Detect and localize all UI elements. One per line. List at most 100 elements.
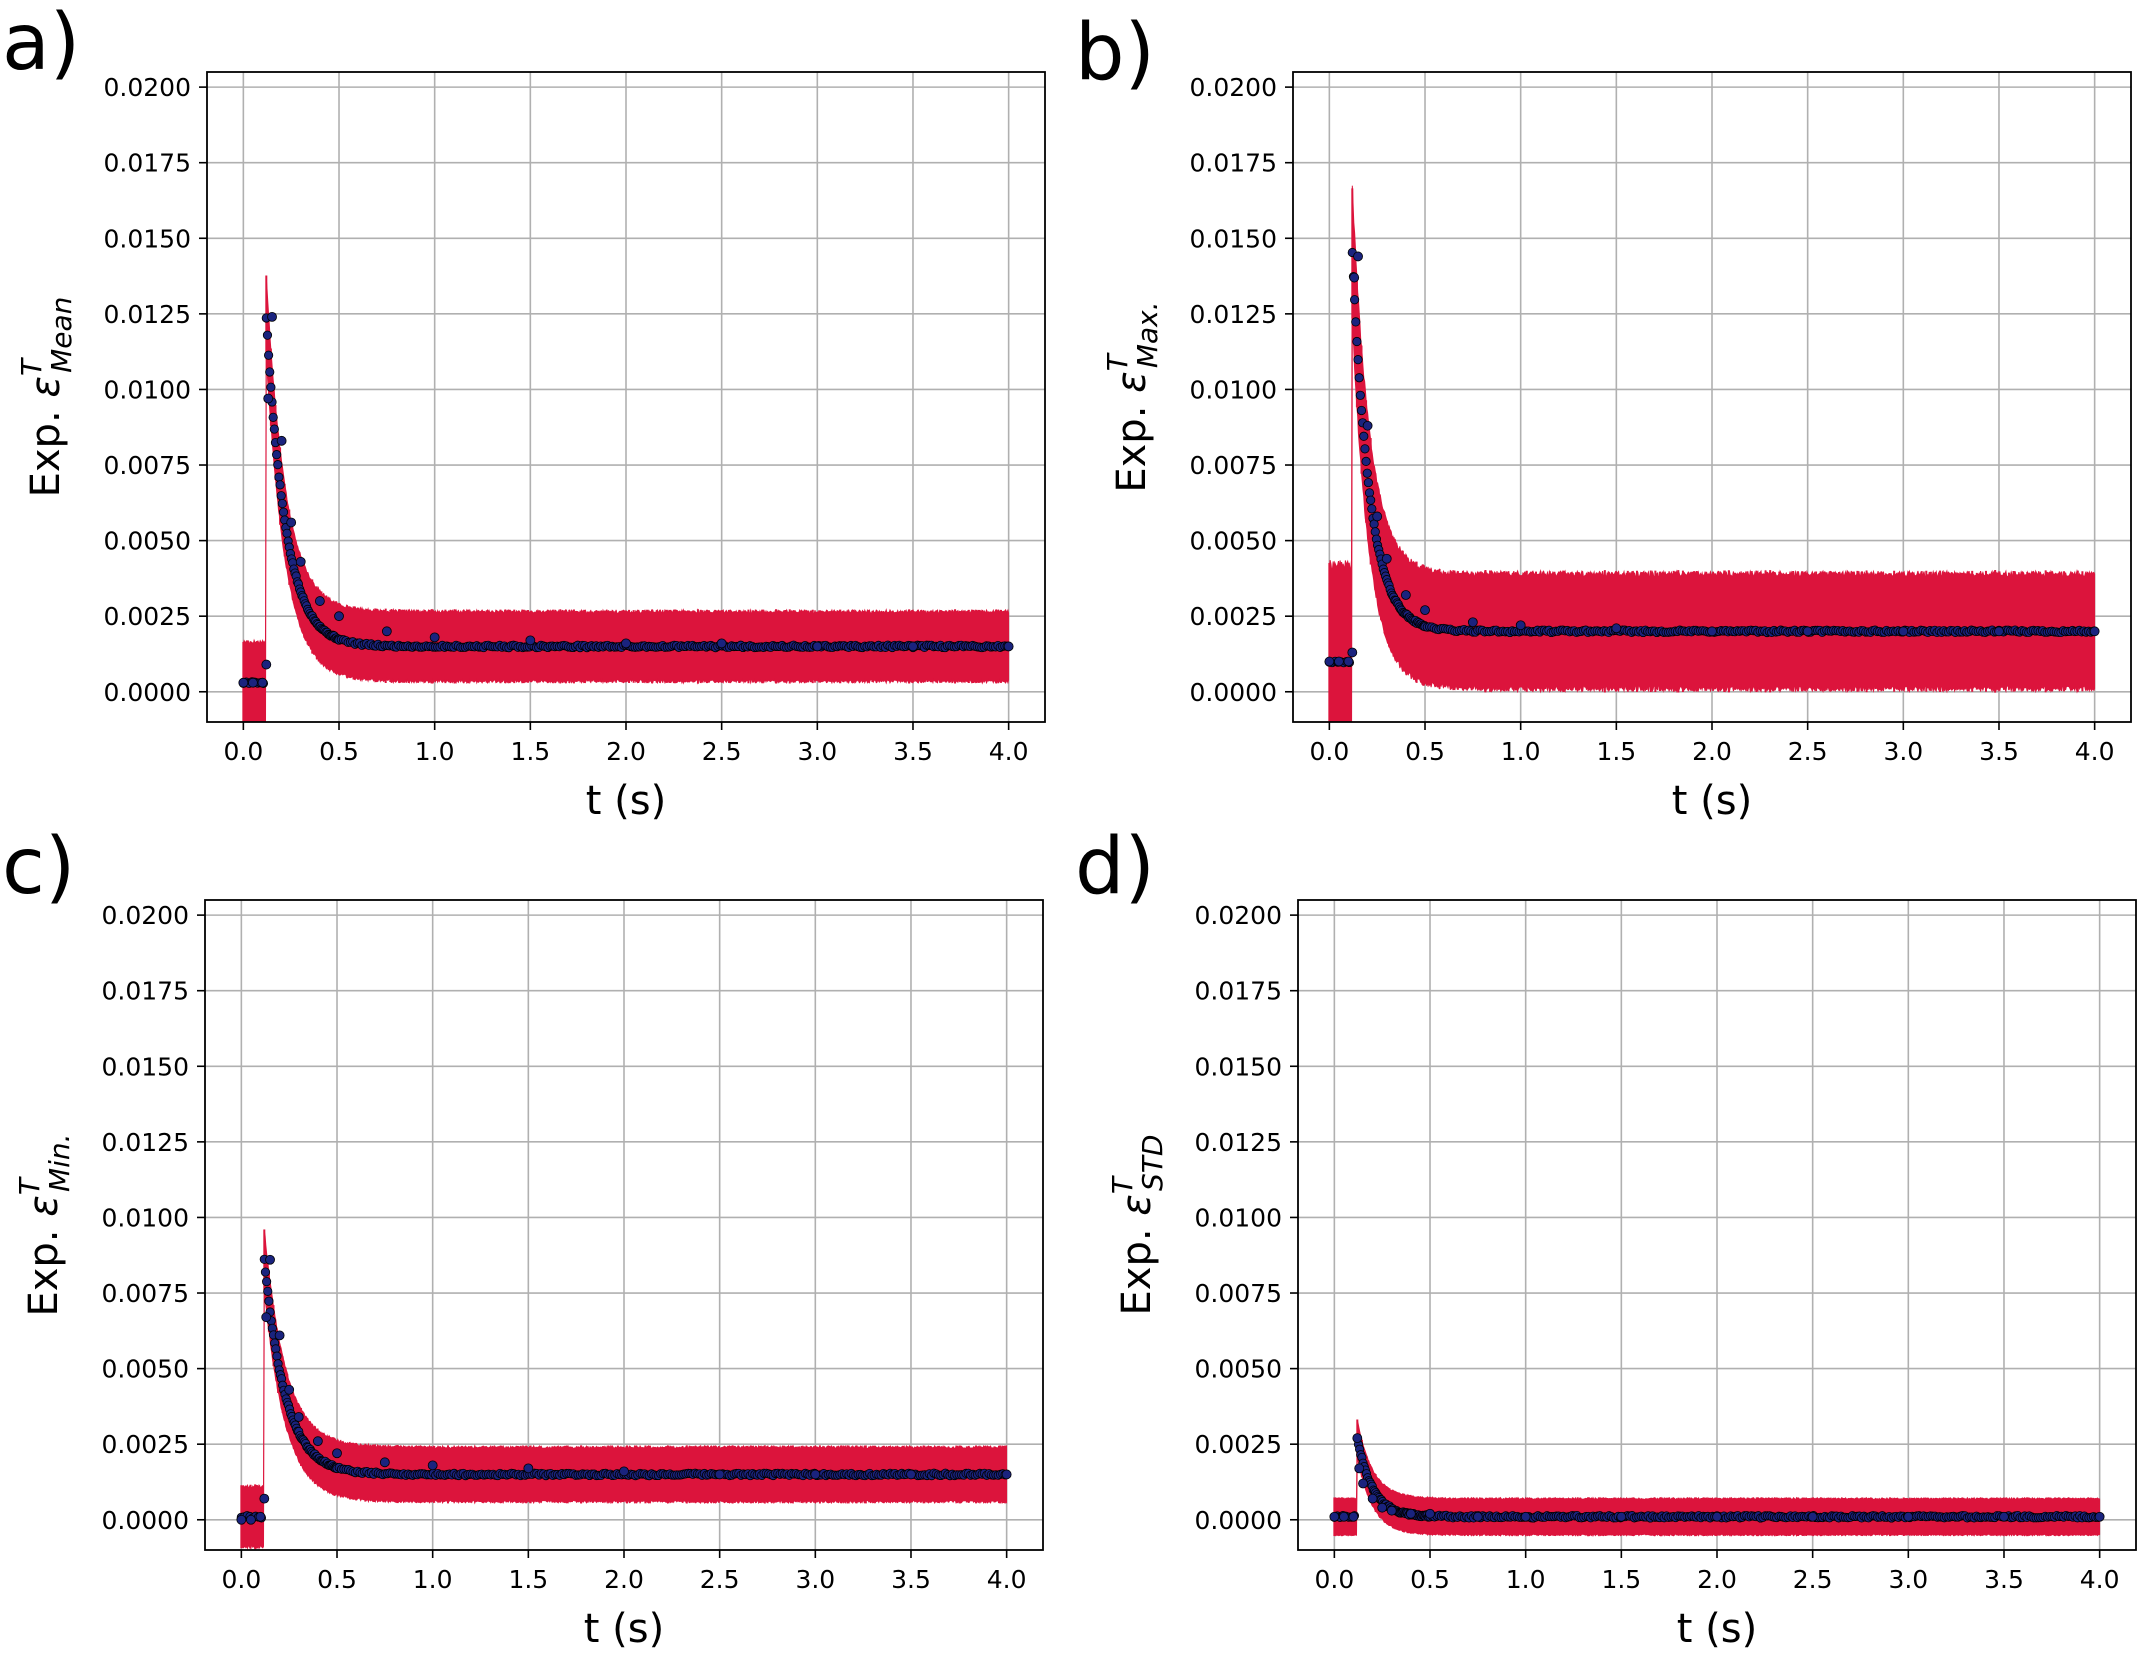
- x-tick-label: 3.0: [1883, 737, 1923, 766]
- y-tick-label: 0.0125: [104, 300, 191, 329]
- y-axis-title-superscript: T: [1101, 352, 1134, 371]
- y-axis-title-superscript: T: [1106, 1175, 1139, 1194]
- series-point: [1994, 626, 2004, 637]
- series-point: [1898, 626, 1909, 637]
- series-point: [265, 1254, 275, 1265]
- data-point: [266, 382, 276, 392]
- data-point: [265, 367, 275, 377]
- series-point: [1802, 626, 1813, 637]
- x-tick-label: 1.5: [1601, 1565, 1641, 1594]
- y-axis-title: Exp. εTMax.: [1101, 301, 1164, 492]
- y-tick-label: 0.0050: [1195, 1355, 1282, 1384]
- x-tick-label: 1.5: [508, 1565, 548, 1594]
- data-point: [1366, 495, 1376, 505]
- x-tick-label: 2.5: [1788, 737, 1828, 766]
- x-tick-label: 2.5: [700, 1565, 740, 1594]
- panel-label-d: d): [1075, 822, 1155, 912]
- series-point: [1353, 251, 1363, 262]
- series-point: [1352, 1433, 1363, 1444]
- series-point: [1334, 656, 1344, 667]
- series-point: [1354, 1463, 1365, 1474]
- y-tick-label: 0.0075: [102, 1279, 189, 1308]
- series-point: [1707, 626, 1717, 637]
- data-point: [1354, 373, 1364, 383]
- data-point: [1356, 405, 1367, 416]
- data-markers: [238, 311, 1014, 688]
- series-point: [621, 638, 631, 649]
- series-point: [236, 1514, 247, 1525]
- series-point: [1339, 1511, 1349, 1522]
- y-tick-label: 0.0125: [102, 1128, 189, 1157]
- series-point: [906, 1469, 916, 1480]
- series-point: [1712, 1511, 1722, 1522]
- y-tick-label: 0.0150: [104, 224, 191, 253]
- y-axis-title-superscript: T: [15, 357, 48, 376]
- series-point: [332, 1448, 342, 1459]
- x-tick-label: 0.0: [1309, 737, 1349, 766]
- y-tick-label: 0.0100: [1190, 375, 1277, 404]
- data-point: [274, 472, 284, 482]
- x-tick-label: 2.0: [1692, 737, 1732, 766]
- y-tick-label: 0.0150: [1190, 224, 1277, 253]
- y-axis-title-symbol: ε: [1114, 1194, 1160, 1216]
- series-point: [1343, 656, 1354, 667]
- x-tick-label: 0.5: [1405, 737, 1445, 766]
- x-tick-label: 2.5: [1793, 1565, 1833, 1594]
- series-point: [1377, 1502, 1388, 1513]
- series-point: [1324, 656, 1335, 667]
- data-point: [269, 424, 279, 434]
- data-markers: [1324, 247, 2100, 668]
- series-point: [1400, 590, 1411, 600]
- series-point: [1467, 617, 1478, 628]
- series-point: [257, 677, 268, 688]
- series-point: [314, 596, 325, 606]
- chart-c: 0.0 0.5 1.0 1.5 2.0 2.5 3.0 3.5 4.0 0.0000 0.0025 0…: [13, 899, 1044, 1652]
- series-point: [1362, 420, 1373, 431]
- y-tick-label: 0.0125: [1190, 300, 1277, 329]
- series-point: [525, 635, 536, 646]
- x-tick-label: 1.0: [1501, 737, 1541, 766]
- y-tick-label: 0.0000: [102, 1506, 189, 1535]
- y-axis-title-symbol: ε: [1109, 371, 1155, 393]
- y-tick-label: 0.0000: [104, 678, 191, 707]
- y-axis-title-superscript: T: [13, 1176, 46, 1195]
- y-axis-title-subscript: STD: [1136, 1135, 1169, 1191]
- series-point: [263, 393, 274, 404]
- y-tick-label: 0.0025: [1195, 1430, 1282, 1459]
- y-tick-label: 0.0025: [104, 602, 191, 631]
- x-tick-label: 4.0: [989, 737, 1029, 766]
- data-point: [276, 491, 286, 501]
- data-point: [1362, 468, 1372, 478]
- y-tick-label: 0.0100: [104, 375, 191, 404]
- data-point: [1360, 444, 1370, 454]
- series-point: [379, 1457, 390, 1468]
- data-point: [272, 1351, 282, 1361]
- x-tick-label: 0.0: [223, 737, 263, 766]
- data-point: [1355, 390, 1365, 400]
- series-point: [427, 1460, 438, 1471]
- series-point: [1001, 1469, 1012, 1480]
- series-point: [1420, 605, 1430, 616]
- series-point: [1329, 1511, 1340, 1522]
- series-point: [812, 641, 823, 652]
- y-tick-label: 0.0200: [104, 73, 191, 102]
- x-tick-label: 3.0: [795, 1565, 835, 1594]
- data-point: [1352, 336, 1362, 347]
- x-tick-label: 0.5: [319, 737, 359, 766]
- y-axis-title-subscript: Mean: [45, 297, 78, 373]
- x-tick-label: 2.0: [604, 1565, 644, 1594]
- data-point: [1359, 431, 1369, 441]
- y-tick-label: 0.0025: [102, 1430, 189, 1459]
- x-axis-title: t (s): [1677, 1606, 1757, 1652]
- series-point: [1405, 1508, 1416, 1519]
- grid: [1298, 900, 2136, 1550]
- y-axis-title-prefix: Exp.: [23, 398, 69, 498]
- y-axis-title-symbol: ε: [21, 1195, 67, 1217]
- x-tick-label: 3.5: [893, 737, 933, 766]
- y-tick-label: 0.0200: [1190, 73, 1277, 102]
- series-point: [1807, 1511, 1818, 1522]
- x-tick-label: 1.5: [510, 737, 550, 766]
- series-point: [523, 1463, 534, 1474]
- data-point: [262, 330, 273, 340]
- panel-label-b: b): [1075, 8, 1155, 98]
